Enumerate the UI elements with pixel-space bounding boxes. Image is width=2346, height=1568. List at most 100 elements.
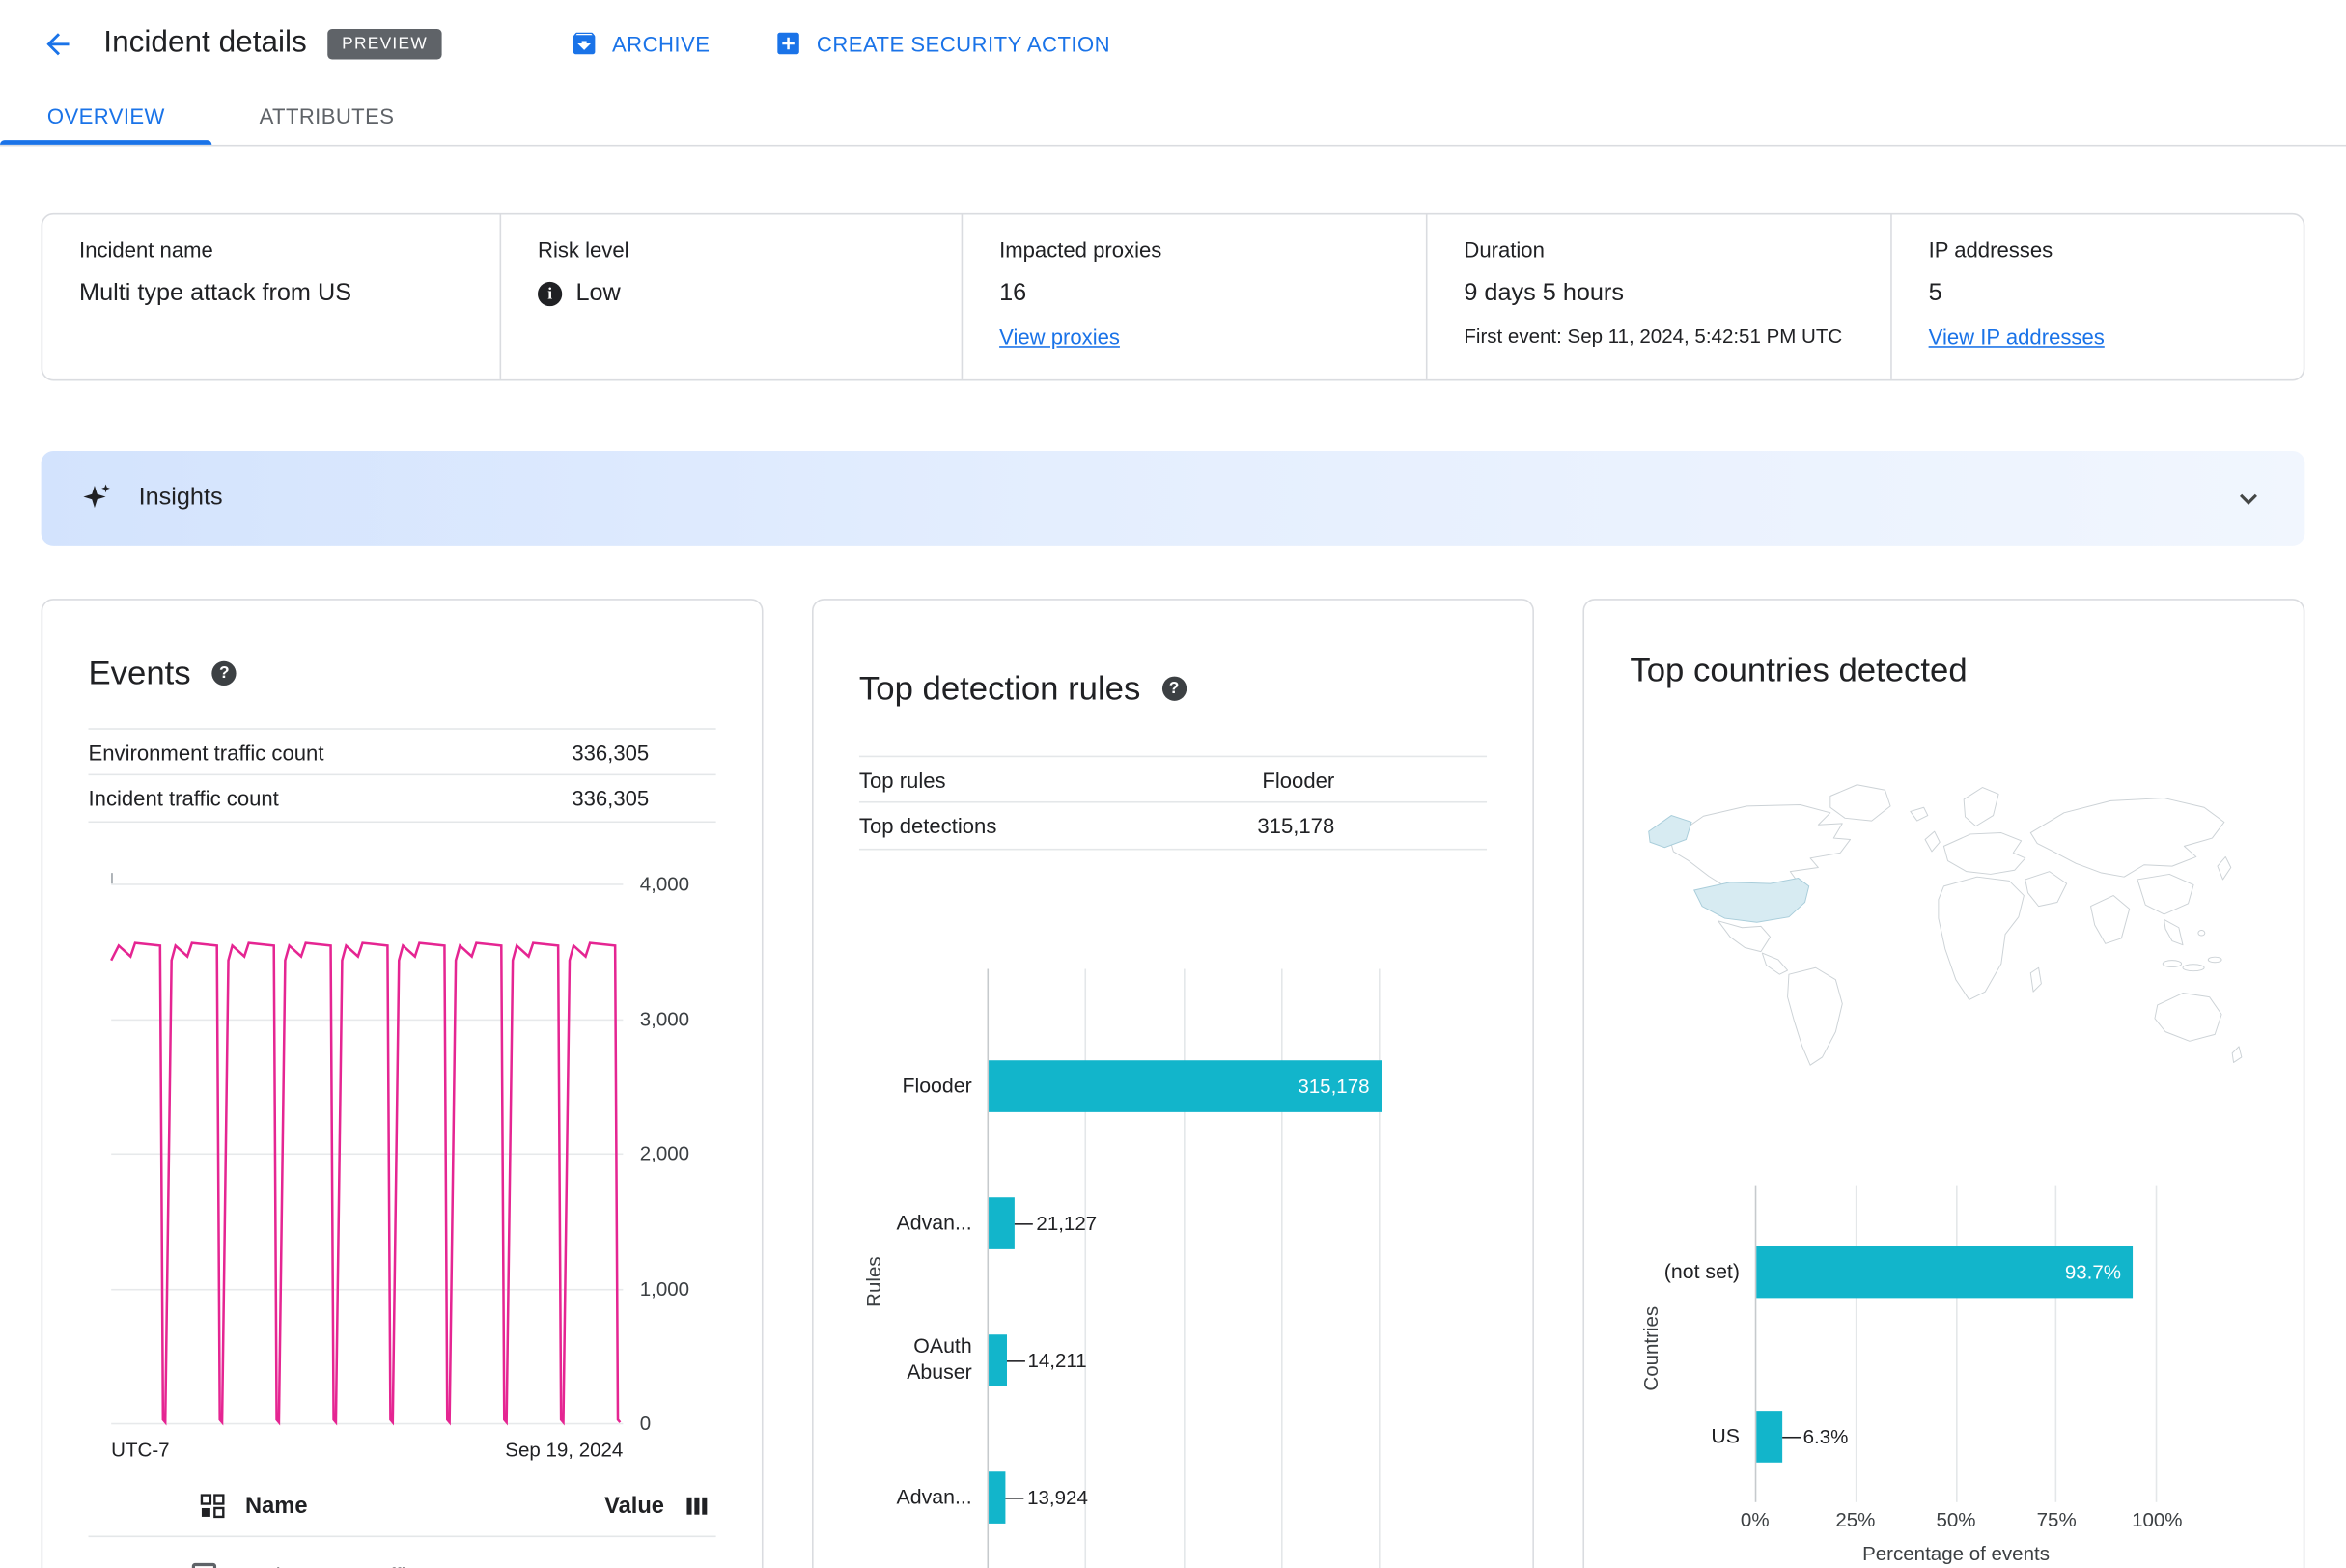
gridline (1378, 968, 1381, 1568)
x-axis-label: Percentage of events (1862, 1542, 2050, 1565)
callout-line (1006, 1498, 1024, 1499)
top-countries-card: Top countries detected (1582, 599, 2305, 1568)
legend-grid-icon (200, 1494, 225, 1519)
x-tick-label: 100% (2132, 1508, 2183, 1532)
risk-level-value: Low (575, 280, 621, 307)
map-continents (1669, 784, 2243, 1066)
view-proxies-link[interactable]: View proxies (999, 324, 1120, 350)
stat-label: Top detections (858, 813, 997, 839)
gridline (111, 1288, 624, 1290)
top-detection-rules-card: Top detection rules ? Top rules Flooder … (812, 599, 1534, 1568)
bar-flooder: 315,178 (989, 1060, 1382, 1113)
legend-name-header: Name (245, 1493, 308, 1520)
archive-button[interactable]: ARCHIVE (570, 29, 711, 58)
stat-value: 315,178 (1257, 813, 1335, 839)
summary-risk-level: Risk level i Low (499, 214, 962, 380)
category-label: OAuth Abuser (907, 1334, 972, 1384)
rules-stats-table: Top rules Flooder Top detections 315,178 (858, 755, 1488, 851)
add-box-icon (777, 32, 799, 55)
duration-value: 9 days 5 hours (1464, 280, 1624, 307)
view-ip-addresses-link[interactable]: View IP addresses (1928, 324, 2105, 350)
insights-banner[interactable]: Insights (41, 451, 2305, 546)
x-tick-label: 50% (1936, 1508, 1976, 1532)
help-icon[interactable]: ? (1161, 676, 1187, 702)
y-tick-label: 1,000 (639, 1276, 690, 1301)
y-tick-label: 4,000 (639, 872, 690, 896)
create-security-action-label: CREATE SECURITY ACTION (816, 31, 1111, 56)
rules-chart-y-axis-label: Rules (862, 1256, 885, 1308)
dashboard-cards: Events ? Environment traffic count 336,3… (41, 599, 2305, 1568)
info-icon: i (537, 281, 563, 307)
alaska-region-highlight (1648, 815, 1692, 849)
legend-value-header: Value (604, 1493, 664, 1520)
gridline (1084, 968, 1087, 1568)
columns-icon (686, 1498, 708, 1515)
bar-us (1756, 1411, 1782, 1464)
callout-line (1015, 1223, 1034, 1225)
y-tick-label: 2,000 (639, 1141, 690, 1165)
x-tick-label: 0% (1740, 1508, 1770, 1532)
rules-bar-chart: Rules 315,178 21,127 14,211 13,924 Flooder Ad… (859, 968, 1487, 1568)
bar--not-set-: 93.7% (1756, 1246, 2134, 1299)
gridline (111, 1422, 624, 1425)
axis-tick (111, 873, 113, 884)
top-detection-rules-plot: 315,178 21,127 14,211 13,924 (987, 968, 1382, 1568)
archive-icon (573, 32, 595, 55)
chevron-down-icon[interactable] (2230, 480, 2267, 517)
bar-value-label: 93.7% (2064, 1260, 2122, 1284)
countries-bar-chart: Countries 93.7% 6.3% (not set) US 0% 25% 50% 75… (1630, 1185, 2257, 1566)
summary-incident-name: Incident name Multi type attack from US (42, 214, 499, 379)
series-checkbox[interactable] (191, 1563, 217, 1568)
summary-impacted-proxies: Impacted proxies 16 View proxies (961, 214, 1426, 380)
events-stats-table: Environment traffic count 336,305 Incide… (88, 728, 716, 824)
gridline (1281, 968, 1283, 1568)
tab-attributes[interactable]: ATTRIBUTES (212, 87, 442, 145)
x-tick-label: 25% (1835, 1508, 1876, 1532)
callout-line (1781, 1437, 1801, 1439)
incident-name-value: Multi type attack from US (79, 280, 352, 307)
gridline (1855, 1185, 1857, 1503)
x-axis-end-label: Sep 19, 2024 (505, 1438, 624, 1462)
gridline (111, 883, 624, 885)
bar-advan- (989, 1197, 1016, 1250)
countries-chart-y-axis-label: Countries (1638, 1306, 1662, 1391)
gridline (1184, 968, 1186, 1568)
create-security-action-button[interactable]: CREATE SECURITY ACTION (774, 29, 1110, 58)
summary-duration: Duration 9 days 5 hours First event: Sep… (1425, 214, 1890, 380)
gridline (987, 968, 990, 1568)
sparkle-icon (83, 484, 110, 509)
category-label: (not set) (1663, 1259, 1740, 1283)
help-icon[interactable]: ? (211, 661, 237, 686)
gridline (2155, 1185, 2158, 1503)
page-header: Incident details PREVIEW ARCHIVE CREATE … (0, 0, 2346, 87)
preview-badge: PREVIEW (327, 28, 442, 59)
x-tick-label: 75% (2036, 1508, 2077, 1532)
stat-row-incident-traffic: Incident traffic count 336,305 (88, 775, 716, 824)
archive-label: ARCHIVE (611, 31, 711, 56)
category-label: Advan... (896, 1210, 972, 1234)
summary-ip-addresses: IP addresses 5 View IP addresses (1890, 214, 2304, 380)
stat-label: Top rules (858, 767, 946, 792)
tab-overview[interactable]: OVERVIEW (0, 87, 212, 145)
rules-card-title: Top detection rules (858, 668, 1141, 708)
events-traffic-chart: UTC-7 Sep 19, 2024 4,000 3,000 2,000 1,000 0 (89, 835, 716, 1472)
page-title: Incident details (103, 25, 307, 60)
bar-value-label: 21,127 (1036, 1212, 1098, 1236)
us-region-highlight (1693, 878, 1810, 923)
legend-series-label: Environment traffic (239, 1563, 417, 1568)
risk-level-label: Risk level (537, 238, 629, 263)
gridline (111, 1153, 624, 1156)
tab-bar: OVERVIEW ATTRIBUTES (0, 87, 2346, 147)
bar-advan- (989, 1471, 1007, 1525)
incident-name-label: Incident name (79, 238, 213, 263)
stat-row-top-rules: Top rules Flooder (858, 755, 1488, 803)
back-arrow-icon (46, 32, 70, 55)
category-label: US (1711, 1423, 1740, 1447)
callout-line (1006, 1360, 1025, 1362)
insights-label: Insights (138, 484, 223, 511)
back-button[interactable] (27, 13, 88, 73)
category-label: Flooder (902, 1073, 972, 1097)
events-card: Events ? Environment traffic count 336,3… (41, 599, 764, 1568)
bar-value-label: 13,924 (1027, 1486, 1088, 1510)
